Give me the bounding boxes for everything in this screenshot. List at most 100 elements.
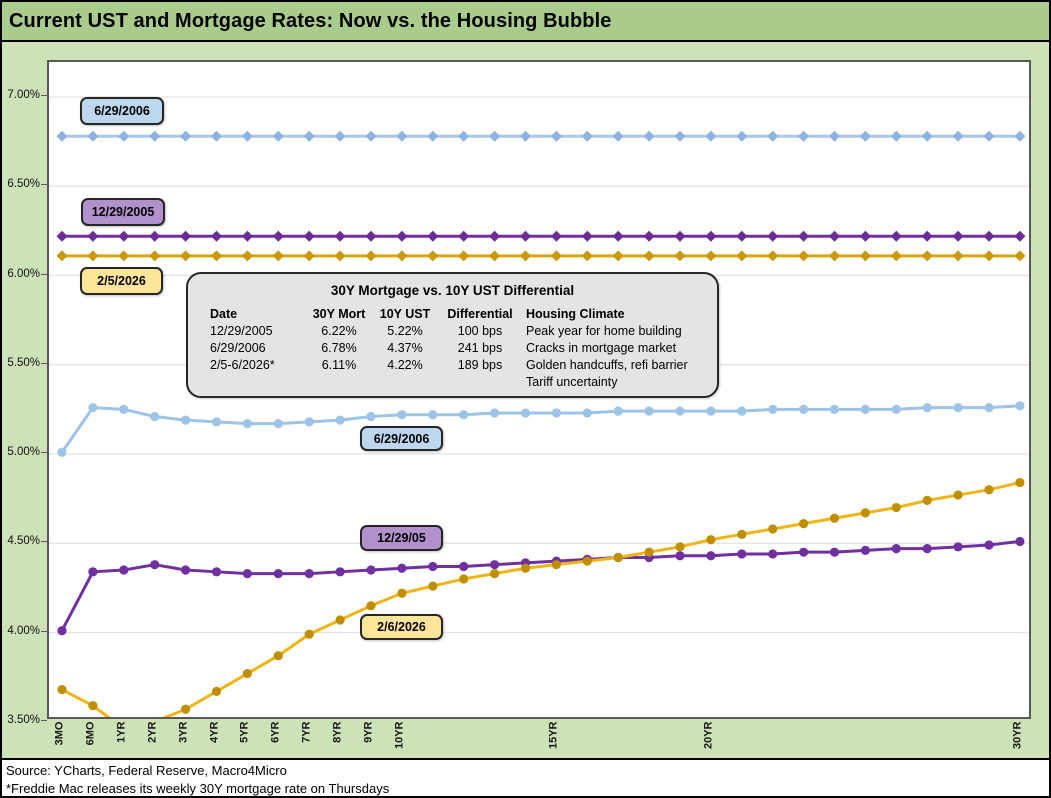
data-point-marker xyxy=(551,408,561,418)
data-point-marker xyxy=(768,404,778,414)
data-point-marker xyxy=(304,417,314,427)
data-point-marker xyxy=(767,130,779,142)
data-point-marker xyxy=(88,701,98,711)
data-point-marker xyxy=(706,551,716,561)
x-axis-tick-label: 6YR xyxy=(269,721,282,743)
data-point-marker xyxy=(890,250,902,262)
series-label-mortgage-2026: 2/5/2026 xyxy=(80,267,163,295)
table-header-cell: 30Y Mort xyxy=(312,306,366,321)
data-point-marker xyxy=(675,542,685,552)
series-label-text: 12/29/2005 xyxy=(91,205,155,219)
series-label-text: 2/6/2026 xyxy=(377,620,426,634)
table-row: Tariff uncertainty xyxy=(188,373,717,390)
data-point-marker xyxy=(706,406,716,416)
data-point-marker xyxy=(736,130,748,142)
table-cell: 6.78% xyxy=(321,340,357,355)
data-point-marker xyxy=(119,404,129,414)
data-point-marker xyxy=(675,406,685,416)
data-point-marker xyxy=(550,130,562,142)
data-point-marker xyxy=(768,549,778,559)
data-point-marker xyxy=(88,567,98,577)
series-line xyxy=(60,539,1021,632)
y-axis-tick-label: 6.50% xyxy=(7,178,40,191)
data-point-marker xyxy=(211,686,222,697)
data-point-marker xyxy=(181,704,191,714)
data-point-marker xyxy=(241,250,253,262)
table-row: 6/29/2006 6.78% 4.37% 241 bps Cracks in mort… xyxy=(188,339,717,356)
differential-table-body: Date 30Y Mort 10Y UST Differential Housing C… xyxy=(188,305,717,390)
data-point-marker xyxy=(550,250,562,262)
data-point-marker xyxy=(242,668,252,679)
data-point-marker xyxy=(520,130,531,142)
data-point-marker xyxy=(860,545,871,555)
y-axis-tick-label: 3.50% xyxy=(7,713,40,726)
data-point-marker xyxy=(674,230,686,242)
data-point-marker xyxy=(582,556,592,566)
table-cell: 6.11% xyxy=(321,357,357,372)
data-point-marker xyxy=(581,250,593,262)
data-point-marker xyxy=(768,524,778,534)
data-point-marker xyxy=(458,230,470,242)
data-point-marker xyxy=(520,250,531,262)
data-point-marker xyxy=(211,130,222,142)
data-point-marker xyxy=(489,130,501,142)
series-label-text: 6/29/2006 xyxy=(94,104,150,118)
data-point-marker xyxy=(459,561,469,572)
data-point-marker xyxy=(489,250,501,262)
data-point-marker xyxy=(87,130,99,142)
x-axis-tick-label: 10YR xyxy=(393,721,406,750)
y-axis-tick-label: 5.50% xyxy=(7,356,40,369)
data-point-marker xyxy=(366,565,376,575)
table-cell: 5.22% xyxy=(387,323,423,338)
data-point-marker xyxy=(334,250,346,262)
table-header-cell: 10Y UST xyxy=(379,306,431,321)
data-point-marker xyxy=(581,130,593,142)
data-point-marker xyxy=(705,230,717,242)
data-point-marker xyxy=(118,250,130,262)
data-point-marker xyxy=(180,130,192,142)
data-point-marker xyxy=(922,544,932,554)
differential-table: 30Y Mortgage vs. 10Y UST Differential Da… xyxy=(186,272,719,398)
data-point-marker xyxy=(365,130,377,142)
data-point-marker xyxy=(612,230,624,242)
data-point-marker xyxy=(799,519,809,529)
series-label-ust-2005: 12/29/05 xyxy=(360,525,443,551)
series-line xyxy=(61,481,1021,717)
data-point-marker xyxy=(520,230,531,242)
y-axis-tick-label: 5.00% xyxy=(7,446,40,458)
data-point-marker xyxy=(1015,477,1025,488)
data-point-marker xyxy=(737,406,747,416)
data-point-marker xyxy=(459,410,469,420)
series-label-text: 12/29/05 xyxy=(377,531,426,545)
data-point-marker xyxy=(490,560,500,570)
data-point-marker xyxy=(798,250,810,262)
data-point-marker xyxy=(1015,401,1025,411)
data-point-marker xyxy=(119,565,129,575)
x-axis-tick-label: 15YR xyxy=(547,721,560,750)
data-point-marker xyxy=(983,250,995,262)
data-point-marker xyxy=(490,408,500,418)
data-point-marker xyxy=(581,230,593,242)
data-point-marker xyxy=(272,230,284,242)
data-point-marker xyxy=(56,230,68,242)
data-point-marker xyxy=(829,547,840,557)
data-point-marker xyxy=(736,250,748,262)
data-point-marker xyxy=(829,404,840,414)
series-label-text: 2/5/2026 xyxy=(97,274,146,288)
data-point-marker xyxy=(860,508,871,518)
data-point-marker xyxy=(520,408,531,418)
table-cell: 4.37% xyxy=(387,340,423,355)
data-point-marker xyxy=(273,568,283,579)
series-label-ust-2006: 6/29/2006 xyxy=(360,426,443,451)
y-axis-tick-mark xyxy=(41,95,47,96)
data-point-marker xyxy=(736,230,748,242)
data-point-marker xyxy=(180,250,192,262)
data-point-marker xyxy=(922,402,932,413)
table-row: 2/5-6/2026* 6.11% 4.22% 189 bps Golden handc… xyxy=(188,356,717,373)
y-axis-tick-mark xyxy=(41,541,47,543)
data-point-marker xyxy=(520,563,531,573)
x-axis-tick-label: 6MO xyxy=(84,721,97,746)
data-point-marker xyxy=(57,626,67,636)
differential-table-title: 30Y Mortgage vs. 10Y UST Differential xyxy=(330,283,575,298)
data-point-marker xyxy=(428,561,438,572)
